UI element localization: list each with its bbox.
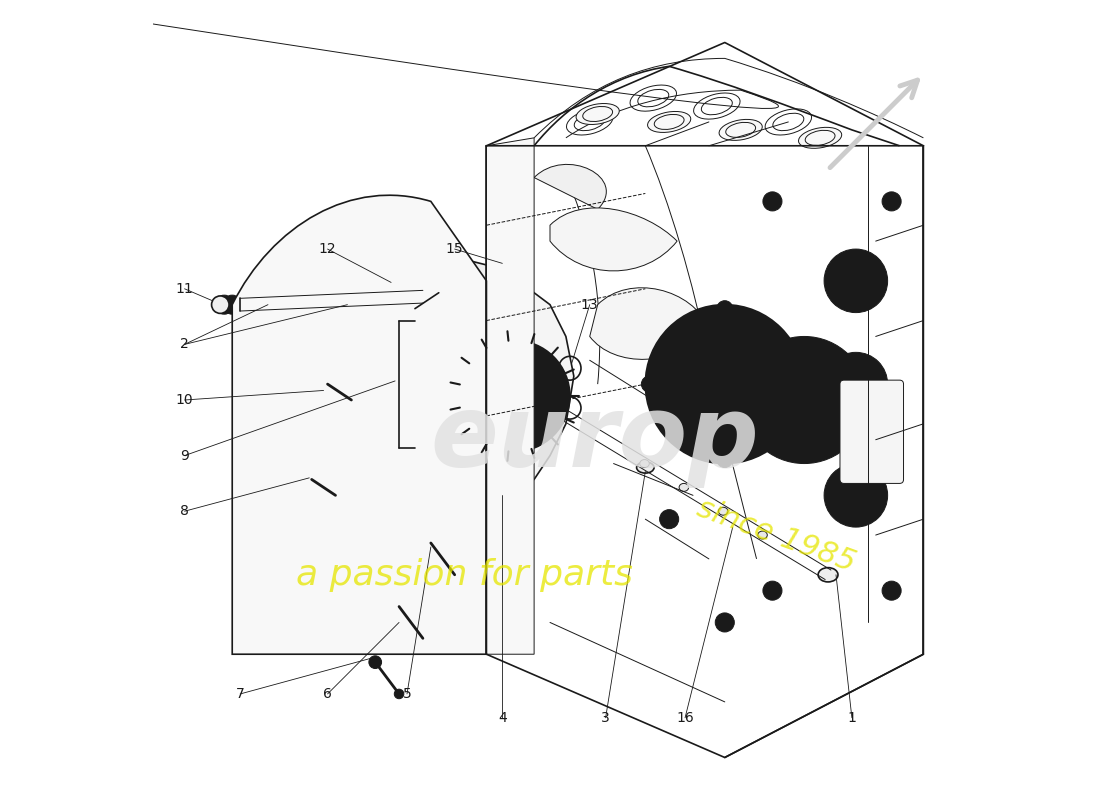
PathPatch shape	[232, 195, 486, 654]
Circle shape	[306, 473, 318, 486]
Circle shape	[792, 376, 808, 392]
Circle shape	[368, 656, 382, 669]
Ellipse shape	[758, 531, 768, 539]
Circle shape	[450, 570, 460, 579]
Circle shape	[214, 295, 234, 314]
Circle shape	[824, 352, 888, 416]
PathPatch shape	[415, 257, 503, 352]
Text: 11: 11	[176, 282, 194, 296]
Text: europ: europ	[431, 391, 760, 488]
Circle shape	[717, 301, 733, 317]
Circle shape	[494, 376, 535, 416]
Circle shape	[418, 634, 428, 643]
Circle shape	[394, 689, 404, 698]
PathPatch shape	[590, 288, 708, 359]
PathPatch shape	[415, 281, 574, 495]
Circle shape	[222, 295, 242, 314]
Circle shape	[321, 378, 334, 390]
PathPatch shape	[486, 138, 535, 654]
Text: 10: 10	[176, 393, 194, 407]
Circle shape	[415, 265, 486, 337]
Circle shape	[824, 249, 888, 313]
FancyBboxPatch shape	[840, 380, 903, 483]
Text: 9: 9	[180, 449, 189, 462]
Circle shape	[243, 295, 262, 314]
Circle shape	[763, 581, 782, 600]
Circle shape	[882, 581, 901, 600]
Circle shape	[393, 600, 406, 613]
Circle shape	[646, 305, 804, 463]
Ellipse shape	[719, 119, 762, 140]
Circle shape	[763, 192, 782, 211]
Ellipse shape	[818, 568, 838, 582]
Circle shape	[740, 337, 868, 463]
Text: 12: 12	[319, 242, 337, 256]
Ellipse shape	[637, 462, 654, 473]
Text: 16: 16	[676, 710, 694, 725]
Circle shape	[425, 537, 437, 550]
Circle shape	[826, 390, 846, 410]
Circle shape	[459, 341, 570, 452]
Text: 1: 1	[847, 710, 856, 725]
Ellipse shape	[428, 288, 442, 301]
Circle shape	[317, 298, 331, 312]
Ellipse shape	[576, 103, 619, 125]
Circle shape	[715, 613, 735, 632]
Ellipse shape	[799, 127, 842, 148]
Text: 8: 8	[180, 504, 189, 518]
Circle shape	[882, 192, 901, 211]
Text: 7: 7	[235, 687, 244, 701]
Ellipse shape	[648, 111, 691, 133]
Text: 4: 4	[498, 710, 507, 725]
Text: 15: 15	[446, 242, 463, 256]
Circle shape	[331, 490, 340, 500]
Ellipse shape	[211, 296, 229, 314]
PathPatch shape	[550, 208, 678, 271]
Circle shape	[234, 295, 254, 314]
Ellipse shape	[718, 507, 728, 515]
Circle shape	[717, 452, 733, 467]
Circle shape	[660, 510, 679, 529]
Circle shape	[641, 376, 658, 392]
PathPatch shape	[535, 164, 606, 210]
Circle shape	[346, 395, 356, 405]
Text: 6: 6	[323, 687, 332, 701]
Text: since 1985: since 1985	[693, 493, 859, 577]
Text: 5: 5	[403, 687, 411, 701]
Text: 2: 2	[180, 338, 189, 351]
Circle shape	[824, 463, 888, 527]
Text: a passion for parts: a passion for parts	[296, 558, 632, 592]
Text: 3: 3	[602, 710, 610, 725]
Circle shape	[693, 352, 757, 416]
Text: 13: 13	[581, 298, 598, 312]
Ellipse shape	[679, 483, 689, 491]
Ellipse shape	[640, 459, 649, 467]
Circle shape	[293, 298, 307, 312]
Circle shape	[265, 298, 279, 312]
Circle shape	[340, 298, 354, 312]
